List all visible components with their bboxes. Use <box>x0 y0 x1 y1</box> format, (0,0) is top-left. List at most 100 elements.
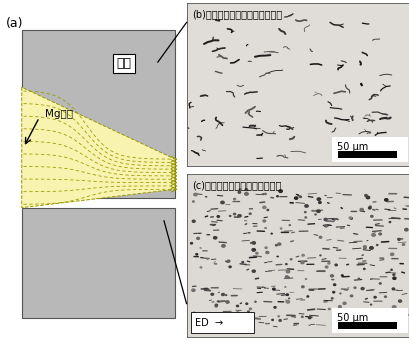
Text: 50 μm: 50 μm <box>337 142 368 152</box>
Circle shape <box>401 244 404 245</box>
Circle shape <box>376 245 377 246</box>
Circle shape <box>272 288 274 290</box>
Circle shape <box>229 266 231 268</box>
Circle shape <box>264 193 265 195</box>
Circle shape <box>371 234 374 236</box>
Bar <box>331 308 407 333</box>
Circle shape <box>316 210 319 213</box>
Circle shape <box>350 295 352 297</box>
Circle shape <box>363 268 364 269</box>
Bar <box>331 137 407 162</box>
Circle shape <box>240 316 242 317</box>
Circle shape <box>245 303 247 304</box>
Circle shape <box>391 306 395 308</box>
Circle shape <box>278 190 282 193</box>
Circle shape <box>372 317 374 318</box>
Circle shape <box>266 209 268 210</box>
Circle shape <box>285 264 286 265</box>
Circle shape <box>378 283 380 284</box>
Text: ED  →: ED → <box>195 317 223 327</box>
Circle shape <box>264 247 267 248</box>
Text: Mg合金: Mg合金 <box>45 109 72 119</box>
Circle shape <box>225 301 229 303</box>
Circle shape <box>318 201 320 204</box>
Circle shape <box>270 233 272 234</box>
Circle shape <box>333 313 335 314</box>
Circle shape <box>360 287 363 290</box>
Circle shape <box>294 197 297 199</box>
Circle shape <box>324 225 326 227</box>
Circle shape <box>306 296 308 297</box>
Circle shape <box>285 276 287 278</box>
Circle shape <box>221 294 224 296</box>
Circle shape <box>390 253 393 256</box>
Circle shape <box>262 206 265 208</box>
Circle shape <box>325 266 327 268</box>
Circle shape <box>241 262 243 263</box>
Circle shape <box>290 259 291 260</box>
Circle shape <box>221 245 225 247</box>
Circle shape <box>353 287 355 288</box>
Circle shape <box>348 217 351 219</box>
Circle shape <box>316 198 320 200</box>
Text: 金型: 金型 <box>116 57 131 70</box>
Circle shape <box>392 277 395 279</box>
Circle shape <box>330 275 333 277</box>
Circle shape <box>324 218 326 220</box>
Circle shape <box>339 293 340 294</box>
Circle shape <box>305 205 306 206</box>
Circle shape <box>196 237 199 239</box>
Circle shape <box>359 208 362 211</box>
Circle shape <box>249 308 251 309</box>
Circle shape <box>384 296 386 297</box>
Circle shape <box>359 323 360 324</box>
Circle shape <box>277 316 279 317</box>
Circle shape <box>384 199 387 201</box>
Text: 50 μm: 50 μm <box>337 313 368 323</box>
Text: (b)従来製法によるビレット組織: (b)従来製法によるビレット組織 <box>192 9 282 19</box>
Circle shape <box>213 237 216 239</box>
Polygon shape <box>22 87 175 208</box>
Circle shape <box>349 218 351 219</box>
Circle shape <box>363 247 365 249</box>
Circle shape <box>319 255 320 256</box>
Circle shape <box>288 225 290 226</box>
Circle shape <box>252 249 255 251</box>
Circle shape <box>255 253 257 254</box>
Circle shape <box>341 275 342 276</box>
Circle shape <box>328 308 329 310</box>
Circle shape <box>211 293 213 295</box>
Circle shape <box>330 298 332 299</box>
Circle shape <box>200 267 201 268</box>
Circle shape <box>301 286 303 288</box>
Circle shape <box>368 207 370 209</box>
Circle shape <box>236 312 238 313</box>
Circle shape <box>384 311 386 313</box>
Bar <box>338 322 396 329</box>
Circle shape <box>368 206 370 207</box>
Circle shape <box>285 294 288 295</box>
Circle shape <box>192 201 194 202</box>
Circle shape <box>249 213 251 215</box>
Circle shape <box>319 236 321 238</box>
Circle shape <box>196 254 197 255</box>
Circle shape <box>301 255 303 256</box>
Circle shape <box>199 315 202 317</box>
Circle shape <box>233 198 235 200</box>
Circle shape <box>287 277 289 278</box>
Circle shape <box>262 194 263 195</box>
Circle shape <box>220 201 224 204</box>
Circle shape <box>388 221 390 223</box>
Circle shape <box>215 305 217 307</box>
Circle shape <box>233 213 235 215</box>
Circle shape <box>215 304 217 306</box>
Circle shape <box>357 278 359 279</box>
Text: (c)ビレットの押出成形後の組織: (c)ビレットの押出成形後の組織 <box>192 180 281 190</box>
Circle shape <box>238 189 240 190</box>
Circle shape <box>390 269 391 270</box>
Circle shape <box>314 214 315 215</box>
Circle shape <box>373 296 375 298</box>
Circle shape <box>227 314 228 315</box>
Circle shape <box>299 196 301 197</box>
Circle shape <box>275 245 276 246</box>
